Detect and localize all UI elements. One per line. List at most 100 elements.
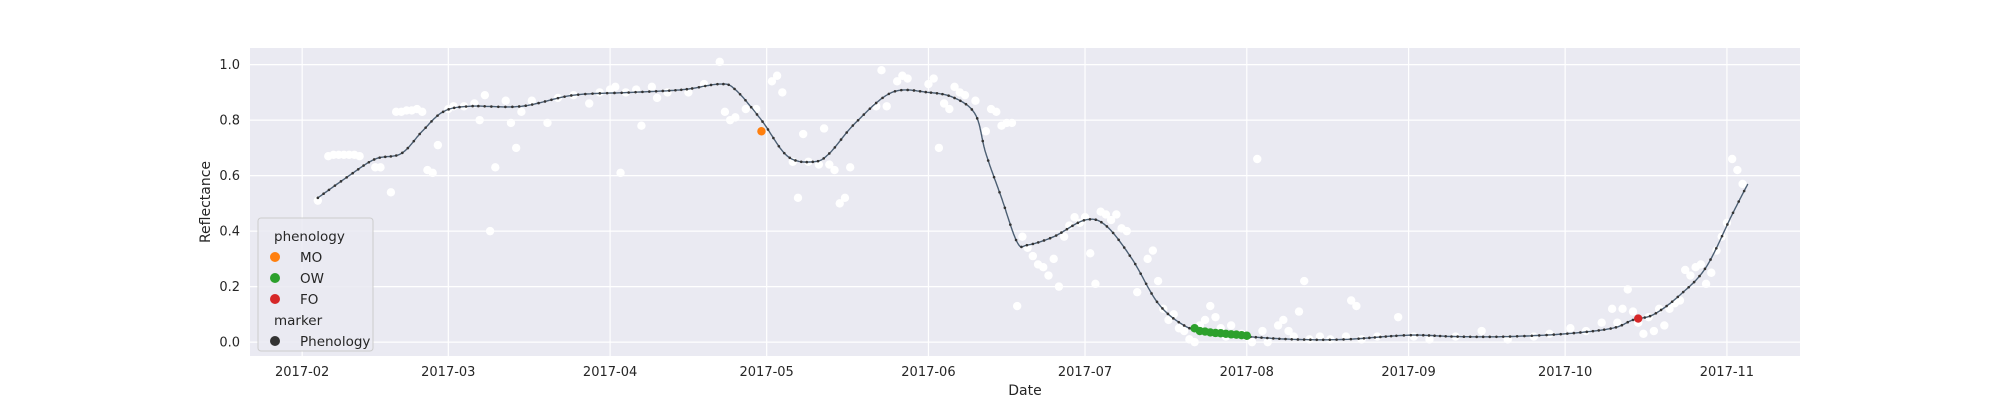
curve-marker — [1368, 336, 1371, 340]
observation-point — [1253, 154, 1262, 164]
curve-marker — [1321, 338, 1325, 342]
observation-point — [543, 118, 552, 128]
observation-point — [772, 71, 782, 80]
legend-entry-fo: FO — [300, 292, 318, 308]
curve-marker — [576, 93, 580, 96]
observation-point — [840, 193, 850, 203]
observation-point — [1315, 332, 1325, 341]
legend-marker-ow — [270, 273, 280, 283]
phenology-point-ow — [1242, 331, 1252, 340]
observation-point — [1733, 165, 1742, 175]
observation-point — [1660, 321, 1669, 330]
curve-marker — [1654, 311, 1658, 315]
curve-marker — [1144, 282, 1148, 286]
observation-point — [1044, 271, 1053, 280]
curve-marker — [345, 176, 348, 179]
curve-marker — [744, 98, 747, 102]
curve-marker — [1278, 337, 1281, 341]
x-tick-label: 2017-10 — [1538, 365, 1592, 380]
curve-marker — [827, 152, 831, 155]
curve-marker — [1111, 231, 1115, 235]
observation-point — [1686, 271, 1695, 280]
curve-marker — [992, 175, 996, 179]
curve-marker — [1698, 274, 1701, 278]
y-tick-label: 0.2 — [219, 280, 240, 295]
curve-marker — [389, 155, 393, 158]
curve-marker — [1389, 334, 1393, 338]
curve-marker — [436, 114, 439, 117]
curve-marker — [1290, 337, 1294, 341]
curve-marker — [1515, 335, 1519, 338]
observation-point — [428, 168, 437, 178]
curve-marker — [772, 136, 775, 140]
curve-marker — [1468, 335, 1472, 339]
curve-marker — [517, 105, 521, 108]
observation-point — [960, 90, 970, 100]
x-tick-label: 2017-11 — [1700, 365, 1754, 380]
curve-marker — [1495, 335, 1498, 339]
grid-lines — [250, 48, 1800, 356]
observation-point — [1258, 326, 1267, 336]
legend-entry-mo: MO — [300, 250, 322, 266]
observation-point — [819, 124, 829, 133]
curve-marker — [822, 157, 825, 160]
observation-point — [1101, 210, 1111, 219]
observation-point — [1618, 304, 1627, 314]
curve-marker — [1438, 334, 1442, 338]
curve-marker — [464, 105, 468, 108]
phenology-points — [757, 127, 1643, 340]
curve-marker — [709, 83, 713, 87]
phenology-point-fo — [1634, 314, 1643, 323]
curve-marker — [1054, 234, 1058, 237]
curve-marker — [627, 91, 630, 94]
curve-marker — [868, 107, 872, 110]
curve-marker — [887, 92, 891, 96]
curve-marker — [918, 89, 922, 93]
x-tick-label: 2017-04 — [583, 365, 637, 380]
observation-point — [616, 168, 625, 178]
curve-marker — [1272, 337, 1275, 340]
observation-point — [501, 96, 510, 105]
observation-point — [882, 102, 891, 111]
curve-marker — [1687, 285, 1690, 289]
curve-marker — [998, 190, 1001, 194]
curve-marker — [372, 158, 376, 161]
legend-title-phenology: phenology — [274, 229, 345, 245]
observation-point — [1649, 326, 1659, 336]
curve-marker — [1155, 300, 1159, 304]
curve-marker — [569, 94, 573, 97]
curve-marker — [1036, 241, 1040, 244]
observation-point — [647, 82, 657, 92]
curve-marker — [424, 126, 427, 129]
curve-marker — [1362, 336, 1366, 340]
observation-point — [939, 99, 949, 108]
observation-point — [1200, 315, 1210, 325]
observation-point — [491, 163, 500, 172]
curve-marker — [881, 96, 884, 100]
curve-marker — [685, 87, 689, 91]
observation-point — [1727, 154, 1737, 164]
curve-marker — [1523, 334, 1526, 338]
observation-point — [992, 107, 1001, 117]
observation-point — [715, 57, 724, 67]
curve-marker — [1302, 338, 1306, 341]
observation-point — [1738, 179, 1747, 189]
curve-marker — [418, 132, 421, 136]
curve-marker — [1742, 189, 1746, 193]
legend-entry-ow: OW — [300, 271, 324, 287]
observation-point — [1148, 246, 1158, 255]
curve-marker — [1585, 330, 1589, 334]
y-tick-label: 0.6 — [219, 169, 240, 184]
observation-point — [971, 96, 980, 105]
curve-marker — [1161, 307, 1164, 310]
curve-marker — [1357, 337, 1360, 340]
observation-point — [1206, 301, 1215, 311]
curve-marker — [591, 92, 594, 95]
curve-marker — [1042, 239, 1046, 242]
curve-marker — [1665, 304, 1668, 308]
curve-marker — [1296, 338, 1300, 341]
curve-marker — [924, 90, 928, 94]
curve-marker — [1681, 290, 1685, 294]
curve-marker — [941, 92, 944, 96]
curve-marker — [947, 94, 950, 97]
